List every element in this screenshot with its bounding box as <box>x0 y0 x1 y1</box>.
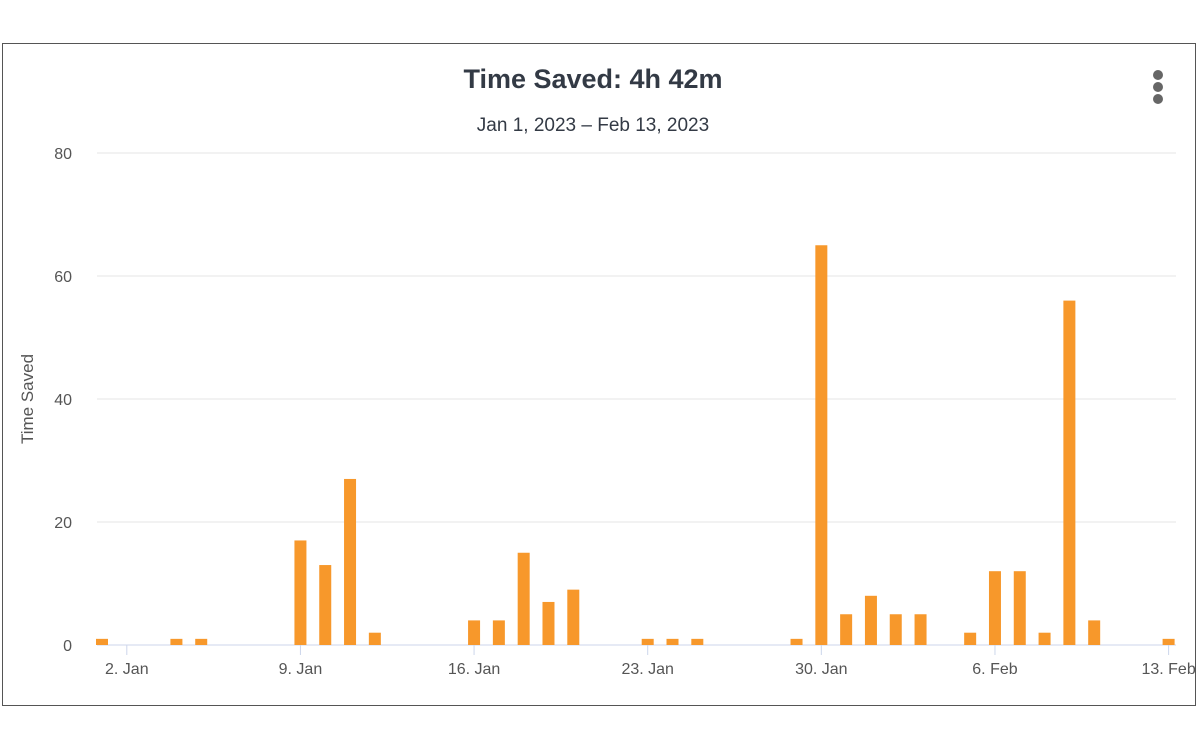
bar[interactable] <box>864 595 877 645</box>
y-tick-label: 40 <box>54 392 72 409</box>
bar[interactable] <box>790 638 803 645</box>
x-tick-label: 9. Jan <box>279 661 323 678</box>
x-tick-label: 16. Jan <box>448 661 500 678</box>
x-tick-label: 23. Jan <box>621 661 673 678</box>
chart-menu-button[interactable] <box>1146 68 1170 106</box>
bar[interactable] <box>815 245 828 645</box>
bar[interactable] <box>468 620 481 645</box>
chart-subtitle: Jan 1, 2023 – Feb 13, 2023 <box>477 115 709 136</box>
bar[interactable] <box>964 632 977 645</box>
bar[interactable] <box>96 638 108 645</box>
bar[interactable] <box>914 614 927 645</box>
chart-title: Time Saved: 4h 42m <box>463 64 722 94</box>
bar[interactable] <box>492 620 505 645</box>
bar[interactable] <box>1162 638 1175 645</box>
bar[interactable] <box>889 614 902 645</box>
kebab-menu-icon <box>1153 70 1163 80</box>
x-tick-label: 2. Jan <box>105 661 149 678</box>
y-tick-label: 20 <box>54 515 72 532</box>
bar[interactable] <box>319 565 332 645</box>
bar[interactable] <box>1088 620 1101 645</box>
y-tick-label: 60 <box>54 269 72 286</box>
bar[interactable] <box>170 638 183 645</box>
y-axis-title: Time Saved <box>18 354 37 444</box>
bar[interactable] <box>840 614 853 645</box>
bar[interactable] <box>988 571 1001 645</box>
x-tick-label: 13. Feb <box>1141 661 1195 678</box>
bar[interactable] <box>641 638 654 645</box>
bar[interactable] <box>368 632 381 645</box>
bar[interactable] <box>517 552 530 645</box>
bar[interactable] <box>344 478 357 645</box>
bar[interactable] <box>195 638 208 645</box>
y-tick-label: 80 <box>54 146 72 163</box>
x-tick-label: 30. Jan <box>795 661 847 678</box>
bar[interactable] <box>1038 632 1051 645</box>
bar[interactable] <box>567 589 580 645</box>
bar[interactable] <box>691 638 704 645</box>
bar[interactable] <box>1013 571 1026 645</box>
bar[interactable] <box>1063 300 1076 645</box>
bar[interactable] <box>542 601 555 645</box>
bar[interactable] <box>294 540 307 645</box>
y-tick-label: 0 <box>63 638 72 655</box>
x-tick-label: 6. Feb <box>972 661 1017 678</box>
bar[interactable] <box>666 638 679 645</box>
